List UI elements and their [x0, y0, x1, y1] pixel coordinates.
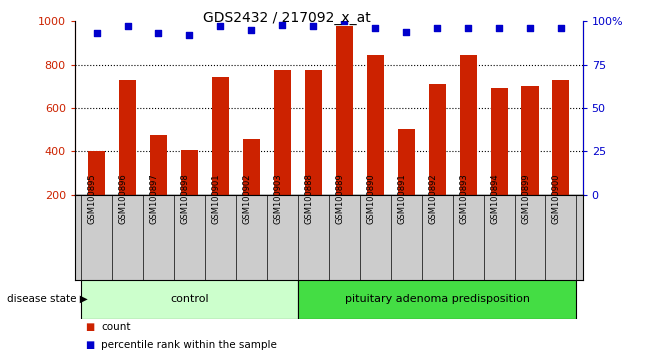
Text: pituitary adenoma predisposition: pituitary adenoma predisposition [344, 294, 530, 304]
Text: disease state ▶: disease state ▶ [7, 294, 87, 304]
Bar [88, 152, 105, 238]
Text: GSM100894: GSM100894 [490, 173, 499, 224]
Bar [212, 76, 229, 238]
Text: GSM100888: GSM100888 [304, 173, 313, 224]
Text: control: control [170, 294, 209, 304]
Bar [460, 55, 477, 238]
Text: GSM100896: GSM100896 [118, 173, 128, 224]
Point [215, 24, 226, 29]
Point [556, 25, 566, 31]
Bar [367, 55, 383, 238]
Point [184, 32, 195, 38]
Point [494, 25, 505, 31]
Point [339, 18, 350, 24]
Bar [336, 25, 353, 238]
Text: GSM100897: GSM100897 [150, 173, 158, 224]
Bar [81, 280, 298, 319]
Bar [181, 150, 198, 238]
Point [401, 29, 411, 34]
Point [432, 25, 442, 31]
Point [153, 30, 163, 36]
Text: GSM100892: GSM100892 [428, 173, 437, 224]
Text: GDS2432 / 217092_x_at: GDS2432 / 217092_x_at [202, 11, 370, 25]
Text: GSM100889: GSM100889 [335, 173, 344, 224]
Point [525, 25, 535, 31]
Text: GSM100898: GSM100898 [180, 173, 189, 224]
Point [122, 24, 133, 29]
Text: GSM100899: GSM100899 [521, 173, 530, 224]
Bar [298, 280, 576, 319]
Bar [521, 86, 538, 238]
Bar [274, 70, 291, 238]
Point [277, 22, 288, 28]
Text: GSM100893: GSM100893 [459, 173, 468, 224]
Point [463, 25, 473, 31]
Bar [119, 80, 136, 238]
Text: GSM100901: GSM100901 [212, 174, 221, 224]
Text: percentile rank within the sample: percentile rank within the sample [101, 340, 277, 350]
Bar [553, 80, 570, 238]
Text: GSM100903: GSM100903 [273, 173, 283, 224]
Bar [150, 135, 167, 238]
Text: count: count [101, 322, 130, 332]
Text: ■: ■ [85, 322, 94, 332]
Bar [243, 139, 260, 238]
Point [370, 25, 380, 31]
Point [246, 27, 256, 33]
Point [91, 30, 102, 36]
Text: GSM100902: GSM100902 [242, 174, 251, 224]
Point [308, 24, 318, 29]
Bar [398, 129, 415, 238]
Bar [428, 84, 446, 238]
Text: GSM100891: GSM100891 [397, 173, 406, 224]
Text: GSM100895: GSM100895 [87, 173, 96, 224]
Text: ■: ■ [85, 340, 94, 350]
Bar [491, 88, 508, 238]
Text: GSM100900: GSM100900 [552, 174, 561, 224]
Text: GSM100890: GSM100890 [367, 173, 375, 224]
Bar [305, 70, 322, 238]
